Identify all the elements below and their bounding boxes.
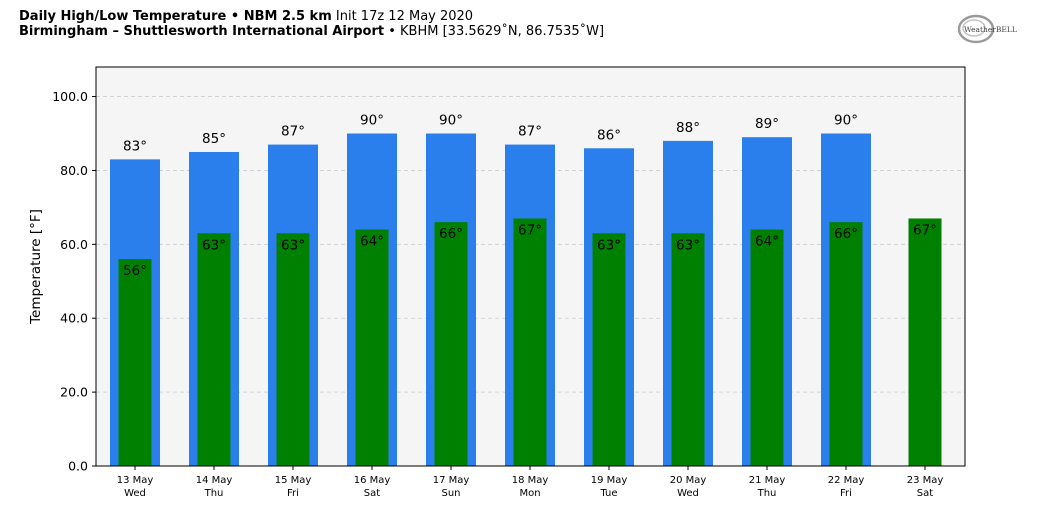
low-temp-label: 63° [597,237,621,253]
y-tick-label: 0.0 [68,459,88,474]
low-temp-bar [355,229,389,466]
low-temp-bar [276,233,310,466]
low-temp-bar [434,222,468,466]
x-tick-date: 22 May [828,475,865,486]
x-tick-day: Thu [204,488,224,499]
x-tick-date: 21 May [749,475,786,486]
high-temp-label: 87° [518,124,542,140]
low-temp-label: 63° [202,237,226,253]
title-line-2: Birmingham – Shuttlesworth International… [19,24,604,40]
low-temp-label: 67° [518,222,542,238]
low-temp-bar [908,218,942,466]
weatherbell-logo-icon: WeatherBELL [957,14,1017,44]
title-line-1: Daily High/Low Temperature • NBM 2.5 km … [19,9,473,25]
y-tick-label: 40.0 [60,311,88,326]
high-temp-label: 83° [123,138,147,154]
init-time: Init 17z 12 May 2020 [335,9,474,24]
x-tick-date: 13 May [117,475,154,486]
low-temp-bar [592,233,626,466]
plot-frame [95,66,966,467]
x-tick-day: Tue [599,488,617,499]
y-tick-label: 60.0 [60,237,88,252]
chart-title: Daily High/Low Temperature • NBM 2.5 km [19,9,332,24]
y-axis-label: Temperature [°F] [28,209,44,325]
x-tick-day: Sat [917,488,933,499]
x-tick-date: 15 May [275,475,312,486]
x-tick-day: Wed [677,488,699,499]
station-coords: • KBHM [33.5629˚N, 86.7535˚W] [388,24,605,39]
x-tick-day: Fri [287,488,299,499]
x-tick-day: Sat [364,488,380,499]
low-temp-bar [513,218,547,466]
x-tick-day: Wed [124,488,146,499]
high-temp-label: 90° [360,113,384,129]
low-temp-bar [671,233,705,466]
low-temp-bar [750,229,784,466]
high-temp-label: 90° [834,113,858,129]
x-tick-day: Fri [840,488,852,499]
low-temp-label: 56° [123,263,147,279]
low-temp-label: 63° [281,237,305,253]
high-temp-label: 86° [597,127,621,143]
x-tick-date: 18 May [512,475,549,486]
x-tick-day: Thu [757,488,777,499]
low-temp-label: 67° [913,222,937,238]
low-temp-label: 64° [360,234,384,250]
x-tick-date: 20 May [670,475,707,486]
y-tick-label: 80.0 [60,163,88,178]
x-tick-day: Sun [441,488,460,499]
low-temp-bar [118,259,152,466]
logo-text: WeatherBELL [964,25,1017,34]
high-temp-label: 90° [439,113,463,129]
x-tick-date: 17 May [433,475,470,486]
high-temp-label: 85° [202,131,226,147]
low-temp-label: 66° [439,226,463,242]
x-tick-day: Mon [519,488,540,499]
x-tick-date: 14 May [196,475,233,486]
high-temp-label: 87° [281,124,305,140]
low-temp-label: 66° [834,226,858,242]
low-temp-label: 64° [755,234,779,250]
low-temp-label: 63° [676,237,700,253]
high-temp-label: 88° [676,120,700,136]
x-tick-date: 16 May [354,475,391,486]
high-temp-label: 89° [755,116,779,132]
station-name: Birmingham – Shuttlesworth International… [19,24,385,39]
low-temp-bar [197,233,231,466]
x-tick-date: 19 May [591,475,628,486]
y-tick-label: 20.0 [60,385,88,400]
low-temp-bar [829,222,863,466]
x-tick-date: 23 May [907,475,944,486]
y-tick-label: 100.0 [52,89,88,104]
